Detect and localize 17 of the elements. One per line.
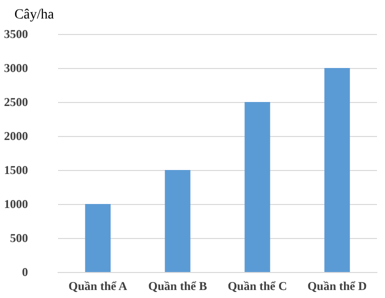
y-tick-label: 3500: [4, 27, 28, 41]
bar: [244, 102, 270, 272]
y-tick-label: 500: [10, 231, 28, 245]
bar: [85, 204, 111, 272]
y-tick-label: 0: [22, 265, 28, 279]
bar: [324, 68, 350, 272]
bar: [164, 170, 190, 272]
y-tick-label: 1500: [4, 163, 28, 177]
y-tick-label: 1000: [4, 197, 28, 211]
x-tick-label: Quần thể D: [307, 279, 368, 293]
y-tick-label: 3000: [4, 61, 28, 75]
x-tick-label: Quần thể A: [68, 279, 128, 293]
y-axis-title: Cây/ha: [14, 8, 55, 22]
x-tick-label: Quần thể B: [148, 279, 207, 293]
y-tick-label: 2500: [4, 95, 28, 109]
x-tick-label: Quần thể C: [228, 279, 288, 293]
y-tick-label: 2000: [4, 129, 28, 143]
